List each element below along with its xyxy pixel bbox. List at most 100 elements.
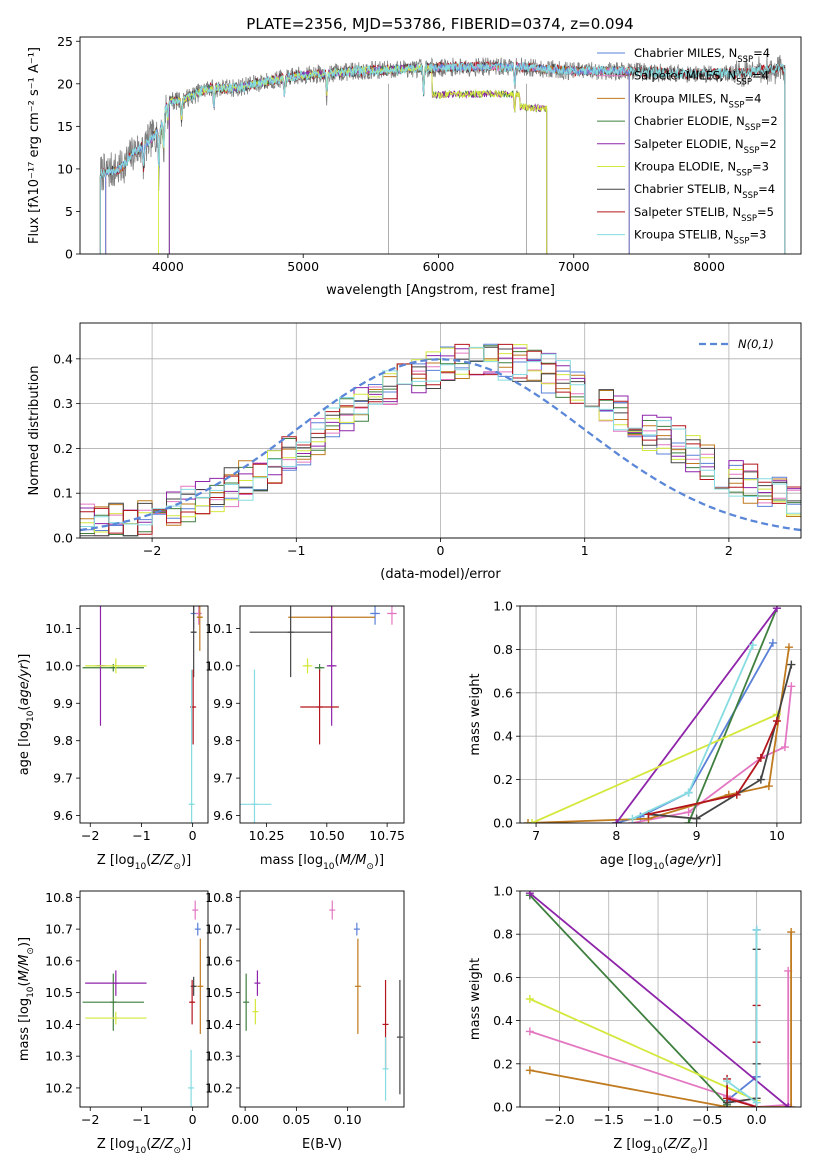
mass-weight-marker xyxy=(756,775,765,784)
mass-weight-marker xyxy=(732,790,741,799)
y-tick-label: 5 xyxy=(65,204,73,219)
y-tick-label: 10.1 xyxy=(205,621,233,636)
mass-weight-marker xyxy=(784,1103,793,1107)
x-axis-label: E(B-V) xyxy=(302,1137,342,1152)
y-tick-label: 10.5 xyxy=(205,985,233,1000)
axes-frame xyxy=(239,605,405,824)
mass-weight-marker xyxy=(780,743,789,752)
mass-weight-marker xyxy=(764,782,773,791)
x-tick-label: −1 xyxy=(287,543,305,558)
mass-weight-marker xyxy=(684,808,693,817)
model-spectrum-line xyxy=(105,62,630,254)
y-tick-label: 20 xyxy=(57,76,73,91)
x-axis-label: Z [log10(Z/Z⊙)] xyxy=(97,1137,191,1156)
x-axis-label: Z [log10(Z/Z⊙)] xyxy=(613,1137,707,1156)
x-axis-label: Z [log10(Z/Z⊙)] xyxy=(97,853,191,872)
x-tick-label: −2 xyxy=(143,543,161,558)
clipped-layer xyxy=(99,52,786,254)
x-tick-label: 6000 xyxy=(423,259,455,274)
mass-weight-marker xyxy=(772,606,781,613)
y-tick-label: 10.7 xyxy=(45,922,73,937)
y-tick-label: 0.3 xyxy=(53,396,73,411)
mass-weight-marker xyxy=(684,819,693,823)
residual-histogram-step xyxy=(80,344,801,533)
x-axis-label: age [log10(age/yr)] xyxy=(600,853,722,872)
mass-weight-line xyxy=(529,970,790,1107)
x-tick-label: 5000 xyxy=(287,259,319,274)
x-tick-label: 4000 xyxy=(152,259,184,274)
x-axis-label: (data-model)/error xyxy=(380,567,501,582)
y-tick-label: 10.6 xyxy=(205,953,233,968)
y-tick-label: 1.0 xyxy=(493,599,513,614)
x-tick-label: 0 xyxy=(437,543,445,558)
x-tick-label: 7 xyxy=(532,828,540,843)
y-tick-label: 0.4 xyxy=(53,351,73,366)
y-tick-label: 0.8 xyxy=(493,927,513,942)
age-vs-metallicity-plot: −2 −1 0 9.6 9.7 9.8 9.9 10.0 10.1 Z [log10(Z/Z⊙)]… xyxy=(17,605,209,872)
y-tick-label: 25 xyxy=(57,34,73,49)
x-tick-label: 10.50 xyxy=(309,828,345,843)
x-axis-label: wavelength [Angstrom, rest frame] xyxy=(326,283,555,298)
residual-histogram-plot: −2 −1 0 1 2 0.0 0.1 0.2 0.3 0.4 (data-model)/error… xyxy=(27,322,802,582)
mass-weight-marker xyxy=(525,995,534,1003)
x-tick-label: 1 xyxy=(581,543,589,558)
x-tick-label: 0 xyxy=(189,1112,197,1127)
axes-frame xyxy=(79,322,802,539)
spectrum-plot: 4000 5000 6000 7000 8000 0 5 10 15 20 25 wavelength… xyxy=(27,34,802,298)
y-axis-label: mass [log10(M/M⊙)] xyxy=(17,937,36,1061)
normal-reference-curve xyxy=(80,358,801,532)
clipped-layer xyxy=(82,900,204,1107)
legend-entry: Salpeter ELODIE, NSSP=2 xyxy=(634,137,777,156)
y-tick-label: 0.0 xyxy=(493,816,513,831)
x-tick-label: −2 xyxy=(81,828,99,843)
mass-weight-line xyxy=(529,932,792,1107)
mass-weight-line xyxy=(529,892,789,1107)
mass-weight-marker xyxy=(612,819,621,823)
clipped-layer xyxy=(243,900,403,1101)
model-spectrum-line xyxy=(99,61,786,254)
axes-frame xyxy=(79,605,209,824)
mass-weight-marker xyxy=(752,925,761,934)
y-tick-label: 9.9 xyxy=(213,696,233,711)
mass-vs-extinction-plot: 0.00 0.05 0.10 10.2 10.3 10.4 10.5 10.6 10.7 10.8… xyxy=(205,890,405,1152)
y-tick-label: 0.6 xyxy=(493,685,513,700)
mass-weight-marker xyxy=(752,1098,761,1107)
y-tick-label: 10.0 xyxy=(205,658,233,673)
legend-entry: Kroupa MILES, NSSP=4 xyxy=(634,91,761,110)
y-tick-label: 0.0 xyxy=(53,531,73,546)
y-tick-label: 0.8 xyxy=(493,642,513,657)
x-tick-label: −2 xyxy=(81,1112,99,1127)
mass-vs-metallicity-plot: −2 −1 0 10.2 10.3 10.4 10.5 10.6 10.7 10.8 Z [log1… xyxy=(17,890,209,1156)
y-tick-label: 9.7 xyxy=(53,771,73,786)
x-axis-label: mass [log10(M/M⊙)] xyxy=(260,853,384,872)
x-tick-label: 9 xyxy=(693,828,701,843)
y-tick-label: 9.9 xyxy=(53,696,73,711)
y-tick-label: 10.2 xyxy=(45,1080,73,1095)
legend-entry: N(0,1) xyxy=(738,337,774,351)
x-tick-label: 8 xyxy=(612,828,620,843)
y-tick-label: 0.4 xyxy=(493,1013,513,1028)
y-tick-label: 15 xyxy=(57,119,73,134)
x-tick-label: 0.0 xyxy=(747,1112,767,1127)
massweight-vs-metallicity-plot: −2.0 −1.5 −1.0 −0.5 0.0 0.0 0.2 0.4 0.6 0.8 1.0 Z [… xyxy=(468,884,802,1156)
mass-weight-line xyxy=(687,607,778,823)
legend-entry: Chabrier MILES, NSSP=4 xyxy=(634,46,770,65)
x-tick-label: 7000 xyxy=(558,259,590,274)
y-tick-label: 9.6 xyxy=(53,808,73,823)
mass-weight-marker xyxy=(628,814,637,823)
mass-weight-line xyxy=(615,607,778,823)
x-tick-label: 2 xyxy=(725,543,733,558)
legend-entry: Chabrier STELIB, NSSP=4 xyxy=(634,182,775,201)
mass-weight-line xyxy=(616,642,774,823)
observed-spectrum-line xyxy=(99,52,785,192)
axes-frame xyxy=(79,36,802,255)
figure-title: PLATE=2356, MJD=53786, FIBERID=0374, z=0… xyxy=(246,15,633,33)
y-axis-label: age [log10(age/yr)] xyxy=(17,654,36,776)
x-tick-label: −1 xyxy=(132,1112,150,1127)
x-tick-label: −2.0 xyxy=(544,1112,574,1127)
mass-weight-marker xyxy=(748,641,757,650)
residual-histogram-step xyxy=(80,346,801,527)
axes-frame xyxy=(239,890,405,1108)
x-tick-label: 0.10 xyxy=(334,1112,362,1127)
y-tick-label: 10.0 xyxy=(45,658,73,673)
